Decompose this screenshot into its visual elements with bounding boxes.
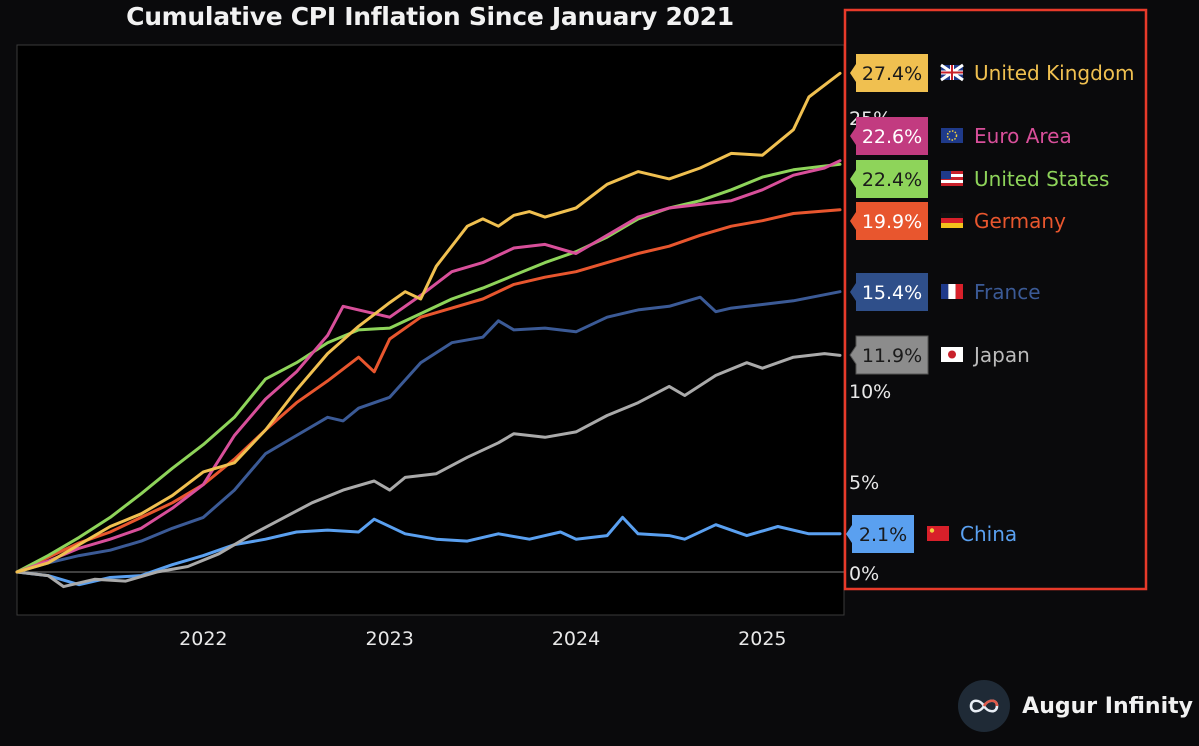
end-label-value: 19.9% [862, 211, 922, 233]
y-tick-label: 10% [849, 381, 891, 403]
y-tick-label: 0% [849, 563, 879, 585]
legend-series-name: United Kingdom [974, 61, 1135, 85]
legend-series-name: Germany [974, 209, 1066, 233]
france-flag-icon [941, 284, 963, 299]
legend-entry-france: 15.4% France [850, 273, 1041, 311]
series-line-china [15, 515, 842, 587]
legend-series-name: Euro Area [974, 124, 1072, 148]
series-line-germany [15, 208, 842, 574]
china-flag-icon [927, 526, 949, 541]
series-line-euro-area [15, 159, 842, 574]
end-label-badge [850, 117, 928, 155]
legend-entry-euro-area: 22.6% Euro Area [850, 117, 1072, 155]
end-label-value: 11.9% [862, 345, 922, 367]
eu-flag-icon [941, 128, 963, 143]
legend-entry-united-kingdom: 27.4% United Kingdom [850, 54, 1135, 92]
y-tick-label: 5% [849, 472, 879, 494]
end-labels-legend: 27.4% United Kingdom 22.6% Euro Area 22.4% Un… [846, 54, 1135, 553]
legend-entry-united-states: 22.4% United States [850, 160, 1109, 198]
series-line-united-states [15, 162, 842, 574]
legend-series-name: China [960, 522, 1017, 546]
x-tick-label: 2025 [738, 628, 786, 650]
end-label-value: 15.4% [862, 282, 922, 304]
end-label-badge [850, 273, 928, 311]
x-axis: 2022 2023 2024 2025 [179, 628, 786, 650]
legend-series-name: France [974, 280, 1041, 304]
end-label-badge [846, 515, 914, 553]
end-label-value: 22.4% [862, 169, 922, 191]
legend-entry-japan: 11.9% Japan [849, 335, 1030, 375]
infinity-logo-icon [958, 680, 1011, 732]
x-tick-label: 2023 [365, 628, 413, 650]
end-label-badge [850, 160, 928, 198]
legend-series-name: United States [974, 167, 1109, 191]
series-line-united-kingdom [15, 71, 842, 574]
series-line-japan [15, 352, 842, 589]
brand: Augur Infinity [958, 680, 1193, 732]
end-label-value: 2.1% [859, 524, 907, 546]
x-tick-label: 2024 [552, 628, 600, 650]
us-flag-icon [941, 171, 963, 186]
end-label-value: 27.4% [862, 63, 922, 85]
end-label-badge [850, 54, 928, 92]
series-lines [15, 71, 842, 589]
uk-flag-icon [940, 63, 964, 82]
x-tick-label: 2022 [179, 628, 227, 650]
end-label-badge [850, 202, 928, 240]
chart-title: Cumulative CPI Inflation Since January 2… [126, 2, 734, 31]
series-line-france [15, 290, 842, 574]
end-label-value: 22.6% [862, 126, 922, 148]
end-label-badge [849, 335, 929, 375]
legend-entry-china: 2.1% China [846, 515, 1017, 553]
germany-flag-icon [941, 213, 963, 228]
legend-entry-germany: 19.9% Germany [850, 202, 1066, 240]
legend-series-name: Japan [972, 343, 1030, 367]
legend-highlight-box [843, 8, 1148, 591]
brand-name: Augur Infinity [1022, 693, 1193, 719]
japan-flag-icon [941, 347, 963, 362]
